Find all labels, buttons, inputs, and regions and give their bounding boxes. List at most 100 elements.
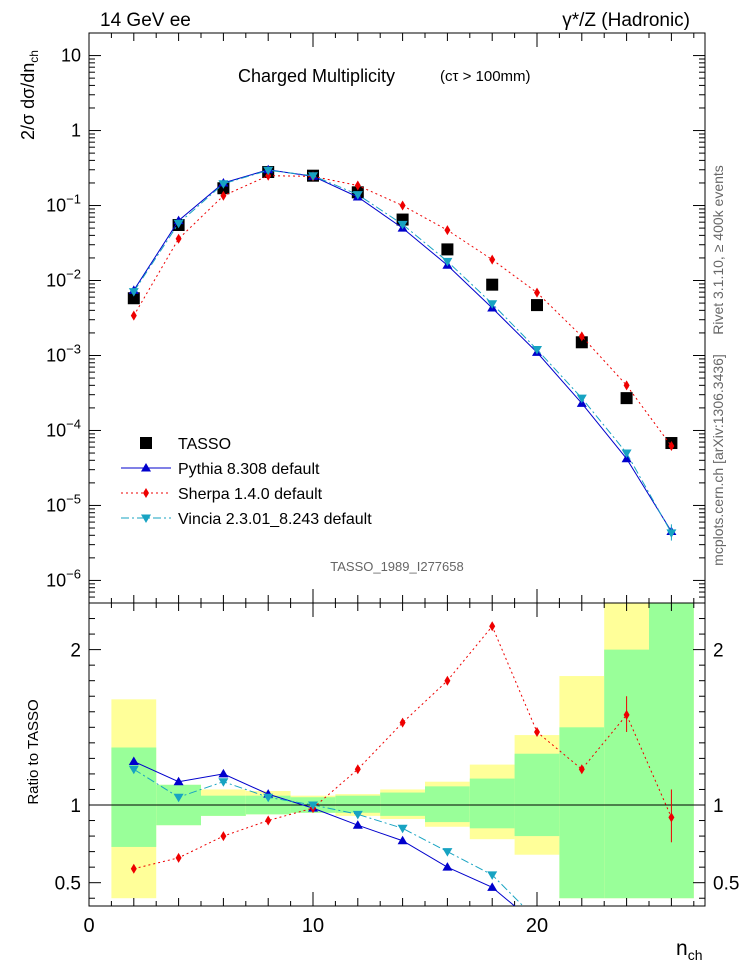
header-left-label: 14 GeV ee	[100, 10, 191, 31]
sherpa-ratio-point-2	[130, 863, 137, 874]
vincia-point-16	[442, 257, 453, 267]
watermark: TASSO_1989_I277658	[330, 559, 463, 574]
sherpa-ratio-point-14	[399, 717, 406, 728]
vincia-point-2	[128, 288, 139, 297]
sherpa-ratio-point-8	[265, 815, 272, 826]
pythia-ratio-point-2	[128, 756, 139, 765]
vincia-point-22	[576, 394, 587, 404]
band-inner-9	[514, 753, 560, 837]
main-data	[127, 164, 678, 541]
sherpa-ratio-point-4	[175, 852, 182, 863]
x-tick-label: 10	[302, 915, 324, 937]
main-ylabel: 2/σ dσ/dnch	[18, 50, 41, 140]
legend-label-tasso: TASSO	[178, 436, 231, 453]
band-inner-8	[469, 778, 515, 829]
sherpa-point-22	[578, 331, 585, 342]
main-ytick-label: 10−1	[46, 192, 81, 216]
tasso-point-2	[127, 292, 140, 305]
tasso-point-16	[441, 243, 454, 256]
ratio-ytick-label-right: 1	[713, 796, 724, 817]
vincia-point-18	[487, 300, 498, 309]
band-inner-12	[649, 603, 694, 899]
vincia-ratio-point-12	[352, 810, 363, 820]
ratio-panel: 0 10 20 0.5 0.5 1 1 2 2	[55, 602, 739, 937]
ratio-ylabel: Ratio to TASSO	[25, 699, 42, 804]
vincia-ratio-point-10	[308, 801, 318, 810]
sherpa-ratio-point-20	[534, 726, 540, 737]
x-tick-label: 20	[526, 915, 548, 937]
vincia-ratio-point-18	[487, 871, 498, 880]
vincia-point-20	[532, 346, 542, 355]
sherpa-point-12	[354, 180, 361, 191]
sherpa-point-6	[220, 190, 227, 201]
x-axis-label: nch	[676, 937, 702, 963]
sherpa-ratio-point-12	[354, 764, 361, 775]
rivet-label: Rivet 3.1.10, ≥ 400k events	[710, 165, 726, 335]
pythia-ratio-point-6	[218, 768, 229, 778]
header-right-label: γ*/Z (Hadronic)	[562, 10, 690, 31]
x-tick-label: 0	[83, 915, 94, 937]
pythia-ratio-point-4	[173, 776, 184, 786]
ratio-ytick-label-right: 0.5	[713, 874, 739, 895]
sherpa-point-16	[444, 225, 451, 236]
vincia-ratio-point-14	[397, 824, 408, 834]
sherpa-point-4	[175, 233, 182, 244]
sherpa-ratio-point-18	[489, 621, 496, 632]
band-inner-7	[425, 786, 470, 823]
vincia-point-10	[308, 172, 318, 181]
band-inner-11	[604, 649, 649, 899]
sherpa-point-26	[668, 441, 675, 452]
vincia-point-14	[397, 220, 408, 230]
vincia-point-4	[173, 219, 184, 229]
band-inner-10	[559, 727, 605, 899]
sherpa-point-2	[130, 310, 137, 321]
ratio-ytick-label-right: 2	[713, 641, 724, 662]
ratio-ytick-label-left: 1	[70, 796, 81, 817]
legend-marker-sherpa	[143, 488, 149, 498]
main-ytick-label: 10−4	[46, 416, 81, 440]
band-inner-6	[380, 792, 425, 816]
sherpa-point-20	[534, 287, 540, 298]
sherpa-point-24	[623, 380, 630, 391]
tasso-point-18	[486, 278, 499, 291]
main-title: Charged Multiplicity	[238, 66, 395, 86]
vincia-point-8	[263, 166, 274, 176]
legend-label-pythia: Pythia 8.308 default	[178, 461, 320, 478]
legend: TASSO Pythia 8.308 default Sherpa 1.4.0 de…	[121, 436, 372, 528]
pythia-ratio-point-16	[442, 862, 453, 871]
pythia-ratio-point-12	[352, 820, 363, 829]
sherpa-ratio-point-6	[220, 831, 227, 842]
mcplots-label: mcplots.cern.ch [arXiv:1306.3436]	[710, 354, 726, 566]
legend-marker-pythia	[141, 463, 151, 472]
tasso-point-20	[531, 299, 543, 312]
band-inner-2	[201, 795, 246, 816]
ratio-data	[128, 621, 675, 906]
vincia-ratio-point-16	[442, 848, 453, 857]
ratio-ytick-label-left: 0.5	[55, 874, 81, 895]
sherpa-point-18	[489, 254, 496, 265]
main-panel: 10−6 10−5 10−4 10−3 10−2 10−1 1 10	[46, 32, 706, 604]
legend-label-sherpa: Sherpa 1.4.0 default	[178, 486, 323, 503]
ratio-frame	[88, 602, 706, 907]
vincia-point-6	[218, 180, 229, 189]
pythia-ratio-point-18	[487, 882, 498, 891]
pythia-ratio-point-14	[397, 835, 408, 845]
band-inner-5	[335, 795, 381, 813]
main-ytick-label: 10−6	[46, 566, 81, 590]
vincia-ratio-point-6	[218, 778, 229, 787]
ratio-ytick-label-left: 2	[70, 641, 81, 662]
main-ytick-label: 10	[61, 46, 81, 66]
sherpa-ratio-point-16	[444, 675, 451, 686]
vincia-ratio-point-2	[128, 765, 139, 775]
main-ytick-label: 10−5	[46, 491, 81, 515]
legend-marker-vincia	[141, 514, 151, 523]
legend-label-vincia: Vincia 2.3.01_8.243 default	[178, 511, 372, 528]
vincia-point-12	[352, 191, 363, 200]
main-ytick-label: 10−2	[46, 267, 81, 291]
sherpa-point-8	[265, 170, 272, 181]
vincia-point-24	[621, 449, 632, 459]
legend-marker-tasso	[140, 437, 152, 449]
vincia-ratio-point-4	[173, 793, 184, 803]
